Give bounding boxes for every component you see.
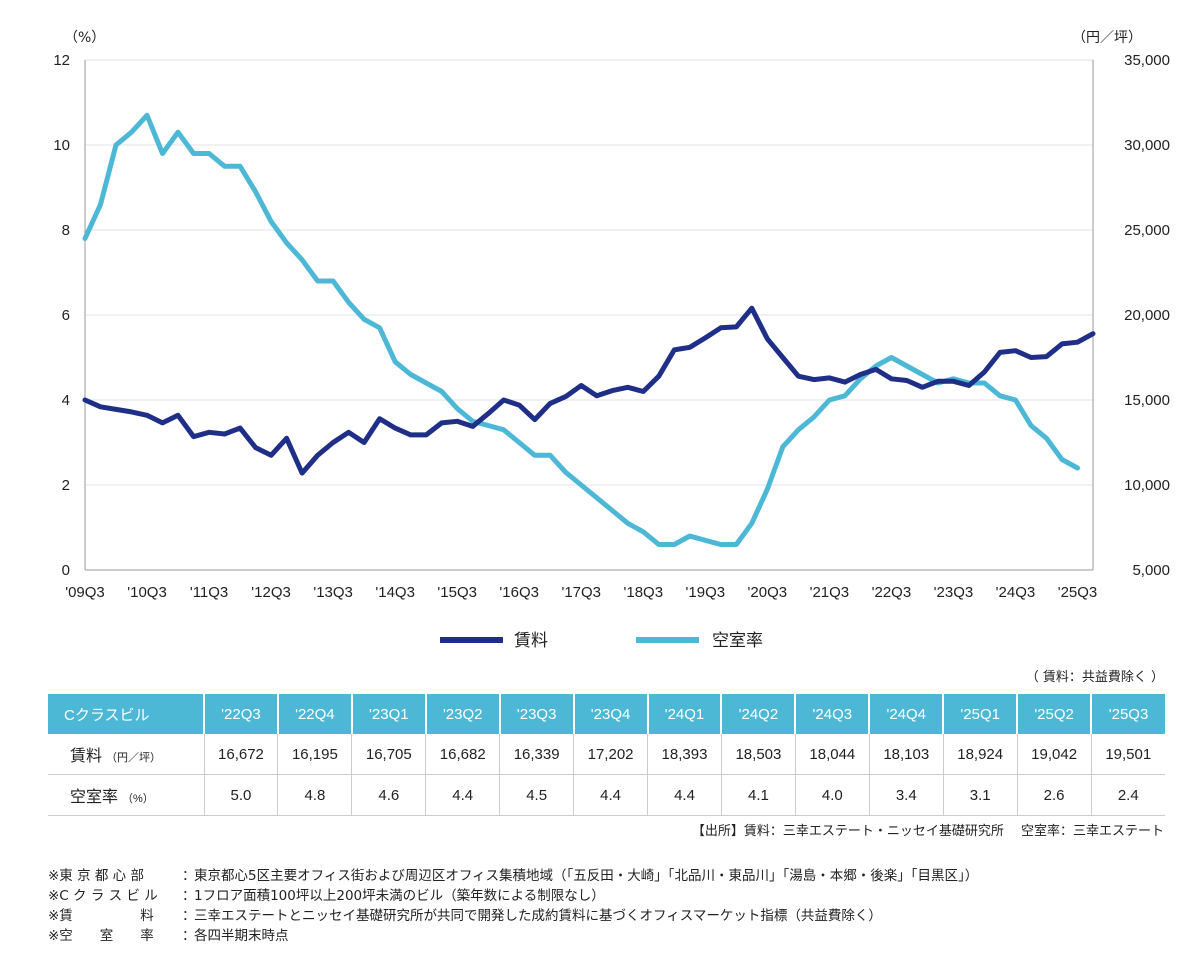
x-tick-label: '17Q3 [561,584,601,601]
footnote-item: ※賃 料：三幸エステートとニッセイ基礎研究所が共同で開発した成約賃料に基づくオフ… [48,908,882,924]
table-column-header: '23Q4 [573,694,649,734]
table-cell-rent: 16,682 [425,734,501,775]
table-cell-rent: 19,042 [1017,734,1092,775]
left-axis-ticks: 0 2 4 6 8 10 12 [53,52,70,579]
table-column-header: '24Q4 [869,694,945,734]
table-cell-rent: 16,705 [351,734,427,775]
right-tick-label: 30,000 [1124,137,1170,154]
x-tick-label: '24Q3 [996,584,1036,601]
x-tick-label: '25Q3 [1058,584,1098,601]
left-tick-label: 8 [62,222,70,239]
x-tick-label: '23Q3 [934,584,974,601]
source-note: 【出所】賃料：三幸エステート・ニッセイ基礎研究所 空室率：三幸エステート [691,824,1164,839]
table-cell-rent: 18,103 [869,734,944,775]
table-row-vacancy: 空室率 （%） 5.0 4.8 4.6 4.4 4.5 4.4 4.4 4.1 4.0 3.4 3.1… [48,774,1165,816]
table-column-header: '24Q3 [795,694,871,734]
left-tick-label: 10 [53,137,70,154]
series-line-vacancy [82,112,1080,547]
x-tick-label: '20Q3 [748,584,788,601]
table-cell-rent: 18,044 [795,734,870,775]
x-tick-label: '10Q3 [127,584,167,601]
right-axis-ticks: 5,000 10,000 15,000 20,000 25,000 30,000 35,00… [1124,52,1170,579]
table-column-header: '25Q1 [943,694,1019,734]
table-cell-vacancy: 4.0 [795,774,870,816]
x-tick-label: '18Q3 [623,584,663,601]
table-cell-vacancy: 4.4 [647,774,722,816]
table-corner-header: Cクラスビル [48,694,205,734]
footnotes: ※東 京 都 心 部：東京都心5区主要オフィス街および周辺区オフィス集積地域（「… [48,866,978,946]
line-chart: （%） （円／坪） 0 2 4 6 8 10 12 5,000 10,000 15,000 20,… [53,30,1170,651]
table-column-header: '24Q2 [721,694,797,734]
right-tick-label: 35,000 [1124,52,1170,69]
footnote-item: ※東 京 都 心 部：東京都心5区主要オフィス街および周辺区オフィス集積地域（「… [48,868,979,884]
footnote-item: ※C ク ラ ス ビ ル： 1フロア面積100坪以上200坪未満のビル（築年数によ… [48,888,605,904]
x-tick-label: '16Q3 [499,584,539,601]
table-cell-vacancy: 4.4 [573,774,649,816]
rent-row-label: 賃料 （円／坪） [48,734,205,775]
left-tick-label: 0 [62,562,70,579]
right-axis-unit: （円／坪） [1072,30,1142,46]
table-column-header: '24Q1 [647,694,723,734]
x-tick-label: '15Q3 [437,584,477,601]
table-cell-rent: 18,393 [647,734,722,775]
x-axis-ticks: '09Q3 '10Q3 '11Q3 '12Q3 '13Q3 '14Q3 '15Q3 '16Q3… [65,584,1097,601]
table-cell-rent: 18,503 [721,734,796,775]
left-tick-label: 12 [53,52,70,69]
x-tick-label: '21Q3 [810,584,850,601]
x-tick-label: '14Q3 [375,584,415,601]
table-column-header: '23Q2 [425,694,501,734]
x-tick-label: '19Q3 [686,584,726,601]
chart-grid [85,59,1093,486]
right-tick-label: 10,000 [1124,477,1170,494]
table-cell-rent: 17,202 [573,734,649,775]
right-tick-label: 20,000 [1124,307,1170,324]
series-layer [82,112,1096,547]
footnote-item: ※空 室 率：各四半期末時点 [48,928,289,944]
vacancy-row-label: 空室率 （%） [48,774,205,816]
table-cell-rent: 18,924 [943,734,1018,775]
right-tick-label: 15,000 [1124,392,1170,409]
chart-axes [84,60,1094,571]
data-table: Cクラスビル '22Q3'22Q4'23Q1'23Q2'23Q3'23Q4'24… [48,694,1165,816]
table-column-header: '23Q1 [351,694,427,734]
x-tick-label: '12Q3 [251,584,291,601]
table-header-row: Cクラスビル '22Q3'22Q4'23Q1'23Q2'23Q3'23Q4'24… [48,694,1165,734]
table-cell-vacancy: 4.1 [721,774,796,816]
table-cell-vacancy: 2.4 [1091,774,1165,816]
left-tick-label: 4 [62,392,70,409]
table-cell-rent: 19,501 [1091,734,1165,775]
left-tick-label: 6 [62,307,70,324]
table-cell-vacancy: 4.4 [425,774,501,816]
legend-label-vacancy: 空室率 [712,631,763,651]
table-column-header: '25Q2 [1017,694,1093,734]
x-tick-label: '11Q3 [190,584,228,601]
right-tick-label: 25,000 [1124,222,1170,239]
table-cell-rent: 16,195 [277,734,353,775]
table-cell-rent: 16,672 [204,734,279,775]
table-cell-vacancy: 4.6 [351,774,427,816]
table-cell-vacancy: 3.4 [869,774,944,816]
right-tick-label: 5,000 [1132,562,1170,579]
x-tick-label: '09Q3 [65,584,105,601]
left-axis-unit: （%） [64,30,105,46]
table-cell-rent: 16,339 [499,734,575,775]
table-row-rent: 賃料 （円／坪） 16,672 16,195 16,705 16,682 16,339 17… [48,734,1165,775]
table-column-header: '22Q3 [204,694,279,734]
table-cell-vacancy: 5.0 [204,774,279,816]
x-tick-label: '13Q3 [313,584,353,601]
table-cell-vacancy: 4.5 [499,774,575,816]
table-cell-vacancy: 4.8 [277,774,353,816]
tax-note: （ 賃料：共益費除く ） [1025,670,1164,685]
legend-label-rent: 賃料 [514,631,548,651]
table-column-header: '25Q3 [1091,694,1165,734]
left-tick-label: 2 [62,477,70,494]
x-tick-label: '22Q3 [872,584,912,601]
series-line-rent [82,305,1096,476]
legend: 賃料 空室率 [440,631,763,651]
table-cell-vacancy: 3.1 [943,774,1018,816]
table-column-header: '23Q3 [499,694,575,734]
table-column-header: '22Q4 [277,694,353,734]
table-cell-vacancy: 2.6 [1017,774,1092,816]
